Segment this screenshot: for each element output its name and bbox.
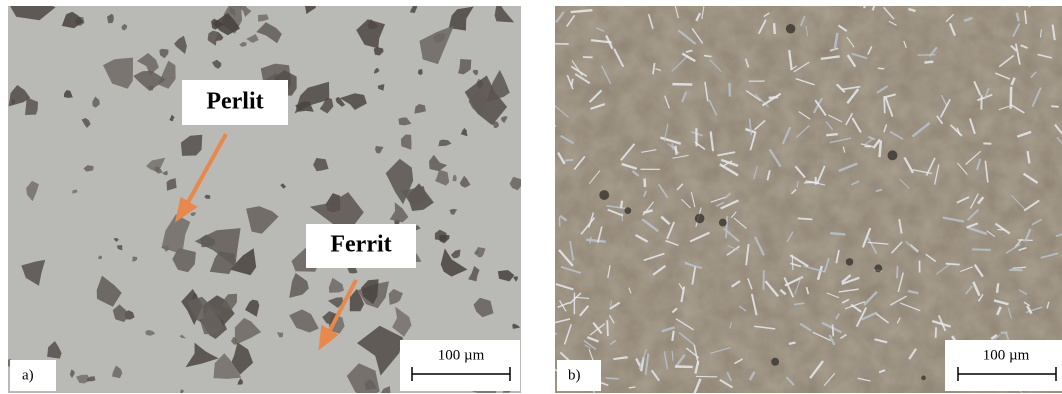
texture-shape [936, 327, 937, 337]
texture-shape [846, 258, 853, 265]
scale-bar-label: 100 µm [438, 347, 485, 363]
texture-shape [789, 343, 796, 344]
texture [555, 6, 1062, 393]
figure: Perlit Ferrit a) b) 100 µm 100 µm [0, 0, 1062, 394]
texture-shape [704, 56, 712, 57]
texture-shape [771, 358, 779, 366]
texture-shape [786, 24, 796, 34]
texture-shape [792, 255, 793, 270]
texture-shape [921, 376, 926, 381]
texture-shape [1051, 106, 1058, 107]
annotation: Perlit [206, 89, 263, 115]
texture-shape [621, 201, 622, 208]
texture-shape [599, 190, 609, 200]
texture-shape [769, 97, 779, 98]
texture-shape [726, 216, 727, 238]
texture-shape [826, 134, 838, 135]
texture-shape [629, 387, 636, 388]
texture-shape [719, 219, 727, 227]
texture-shape [972, 249, 991, 250]
texture-shape [874, 264, 882, 272]
texture-shape [997, 283, 998, 292]
texture-shape [774, 23, 775, 34]
panel-label: b) [568, 367, 581, 383]
scale-bar-label: 100 µm [983, 347, 1030, 363]
texture-shape [565, 160, 573, 161]
texture-shape [550, 120, 555, 126]
texture-shape [946, 264, 960, 265]
texture-shape [884, 96, 885, 113]
page: Perlit Ferrit a) b) 100 µm 100 µm (() =>… [0, 0, 1062, 394]
texture-shape [672, 331, 673, 341]
micrograph-b [547, 0, 1062, 394]
micrograph-a [4, 0, 522, 394]
texture-shape [605, 378, 618, 379]
texture-shape [924, 62, 933, 63]
texture-shape [695, 214, 705, 224]
texture-shape [879, 141, 880, 158]
texture-shape [675, 146, 676, 155]
micrograph-background [8, 6, 521, 393]
annotation: Ferrit [330, 232, 391, 258]
texture-shape [830, 233, 845, 234]
panel-label: a) [22, 367, 34, 383]
texture-shape [888, 150, 898, 160]
texture-shape [860, 0, 868, 6]
texture-shape [832, 325, 833, 337]
texture-shape [897, 266, 898, 278]
texture-shape [607, 320, 608, 336]
texture-shape [624, 207, 631, 214]
texture-shape [798, 218, 813, 219]
